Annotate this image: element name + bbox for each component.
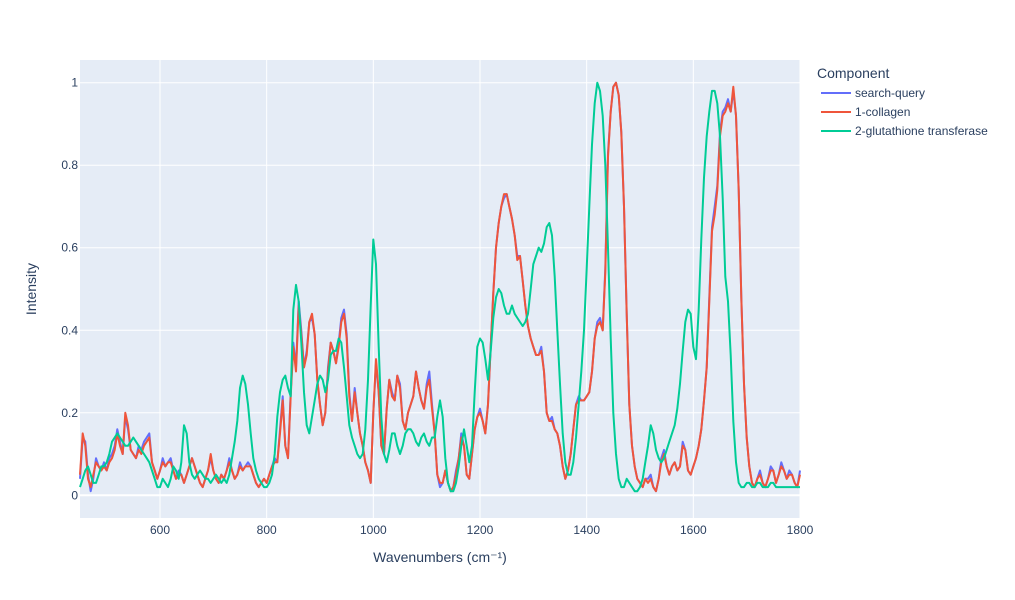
legend-item-0[interactable]: search-query	[821, 86, 925, 100]
legend-item-2[interactable]: 2-glutathione transferase	[821, 124, 988, 138]
x-tick-label: 1600	[680, 523, 707, 537]
series-line-1	[79, 81, 801, 493]
x-tick-label: 600	[150, 523, 170, 537]
series-line-2	[79, 81, 800, 493]
y-tick-label: 0.4	[61, 323, 78, 337]
x-tick-label: 1200	[467, 523, 494, 537]
x-tick-label: 1800	[787, 523, 814, 537]
y-tick-label: 1	[71, 76, 78, 90]
legend-item-1[interactable]: 1-collagen	[821, 105, 910, 119]
y-tick-label: 0.6	[61, 241, 78, 255]
plot-area	[80, 60, 800, 518]
x-tick-label: 1400	[573, 523, 600, 537]
y-tick-label: 0.8	[61, 158, 78, 172]
legend-label: 1-collagen	[855, 105, 910, 119]
y-tick-label: 0.2	[61, 406, 78, 420]
x-axis-title: Wavenumbers (cm⁻¹)	[373, 549, 507, 565]
legend-label: 2-glutathione transferase	[855, 124, 988, 138]
y-tick-label: 0	[71, 488, 78, 502]
x-axis-ticks: 600 800 1000 1200 1400 1600 1800	[150, 523, 814, 537]
legend[interactable]: Component search-query 1-collagen 2-glutat…	[817, 65, 988, 138]
x-tick-label: 800	[257, 523, 277, 537]
legend-label: search-query	[855, 86, 925, 100]
x-tick-label: 1000	[360, 523, 387, 537]
series-lines	[79, 81, 801, 493]
gridlines	[80, 60, 801, 518]
y-axis-title: Intensity	[23, 263, 39, 315]
y-axis-ticks: 0 0.2 0.4 0.6 0.8 1	[61, 76, 78, 503]
legend-title: Component	[817, 65, 889, 81]
